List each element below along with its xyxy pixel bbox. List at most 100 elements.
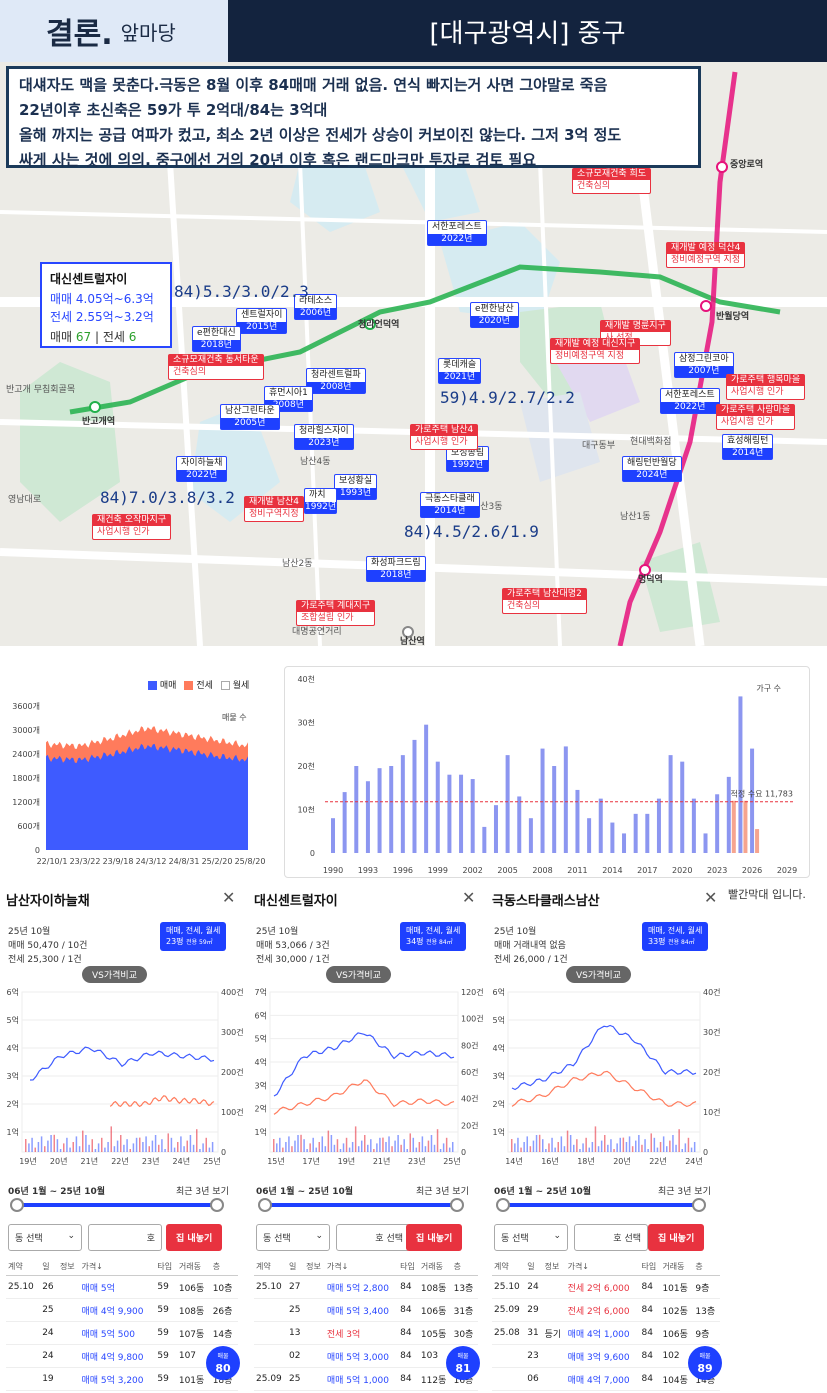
- date-range-slider[interactable]: [502, 1203, 702, 1207]
- complex-pin[interactable]: 서한포레스트 2022년: [427, 220, 487, 246]
- redevelopment-label[interactable]: 재개발 남산4 정비구역지정: [244, 496, 304, 522]
- complex-pin[interactable]: 휴먼시아1 2008년: [264, 386, 313, 412]
- complex-pin[interactable]: 보성황실 1993년: [334, 474, 378, 500]
- column-header[interactable]: 층: [451, 1258, 478, 1276]
- table-row[interactable]: 24 매매 4억 9,800 59 107: [6, 1344, 238, 1368]
- complex-pin[interactable]: 화성파크드림 2018년: [366, 556, 426, 582]
- complex-pin[interactable]: 극동스타클래 2014년: [420, 492, 480, 518]
- date-range-slider[interactable]: [264, 1203, 460, 1207]
- complex-pin[interactable]: e편한남산 2020년: [470, 302, 519, 328]
- table-row[interactable]: 25.09 29 전세 2억 6,000 84 102동 13층: [492, 1298, 720, 1322]
- station-jungangno[interactable]: 중앙로역: [730, 160, 764, 170]
- recent-3y-link[interactable]: 최근 3년 보기: [416, 1187, 469, 1197]
- redevelopment-label[interactable]: 가로주택 남산대명2 건축심의: [502, 588, 587, 614]
- column-header[interactable]: 가격↓: [324, 1258, 399, 1276]
- dong-select[interactable]: 동 선택 ⌄: [8, 1224, 82, 1251]
- redevelopment-label[interactable]: 가로주택 계대지구 조합설립 인가: [296, 600, 376, 626]
- vs-compare-button[interactable]: VS가격비교: [82, 966, 147, 983]
- complex-pin[interactable]: e편한대신 2018년: [192, 326, 241, 352]
- slider-end-handle[interactable]: [450, 1198, 464, 1212]
- table-row[interactable]: 24 매매 5억 500 59 107동 14층: [6, 1321, 238, 1345]
- complex-pin[interactable]: 효성해링턴 2014년: [722, 434, 774, 460]
- complex-pin[interactable]: 남산그린타운 2005년: [220, 404, 280, 430]
- ho-select[interactable]: 호 선택: [574, 1224, 648, 1251]
- redevelopment-label[interactable]: 재개발 예정 덕산4 정비예정구역 지정: [666, 242, 746, 268]
- close-icon[interactable]: ✕: [704, 888, 718, 907]
- slider-start-handle[interactable]: [10, 1198, 24, 1212]
- table-row[interactable]: 25 매매 5억 3,400 84 106동 31층: [254, 1298, 478, 1322]
- column-header[interactable]: 계약: [254, 1258, 287, 1276]
- column-header[interactable]: 계약: [6, 1258, 41, 1276]
- column-header[interactable]: 일: [40, 1258, 58, 1276]
- listing-count-badge[interactable]: 매물 81: [446, 1346, 480, 1380]
- column-header[interactable]: 일: [287, 1258, 305, 1276]
- column-header[interactable]: 가격↓: [79, 1258, 156, 1276]
- complex-pin[interactable]: 롯데캐슬 2021년: [438, 358, 482, 384]
- table-row[interactable]: 25 매매 4억 9,900 59 108동 26층: [6, 1298, 238, 1322]
- table-row[interactable]: 06 매매 4억 7,000 84 104동 14층: [492, 1367, 720, 1391]
- column-header[interactable]: 정보: [304, 1258, 325, 1276]
- list-home-button[interactable]: 집 내놓기: [648, 1224, 705, 1251]
- column-header[interactable]: 정보: [542, 1258, 566, 1276]
- list-home-button[interactable]: 집 내놓기: [166, 1224, 223, 1251]
- recent-3y-link[interactable]: 최근 3년 보기: [176, 1187, 229, 1197]
- ho-select[interactable]: 호: [88, 1224, 162, 1251]
- table-row[interactable]: 25.10 27 매매 5억 2,800 84 108동 13층: [254, 1275, 478, 1299]
- table-row[interactable]: 23 매매 3억 9,600 84 102: [492, 1344, 720, 1368]
- redevelopment-label[interactable]: 소규모재건축 희도 건축심의: [572, 168, 652, 194]
- listing-count-badge[interactable]: 매물 80: [206, 1346, 240, 1380]
- type-filter-button[interactable]: 매매, 전세, 월세 33평 전용 84㎡: [642, 922, 709, 951]
- column-header[interactable]: 일: [525, 1258, 543, 1276]
- column-header[interactable]: 거래동: [176, 1258, 211, 1276]
- dong-select[interactable]: 동 선택 ⌄: [256, 1224, 330, 1251]
- column-header[interactable]: 정보: [57, 1258, 80, 1276]
- column-header[interactable]: 타입: [398, 1258, 419, 1276]
- complex-pin[interactable]: 까치 1992년: [304, 488, 338, 514]
- complex-pin[interactable]: 해링턴반월당 2024년: [622, 456, 682, 482]
- column-header[interactable]: 거래동: [660, 1258, 694, 1276]
- column-header[interactable]: 층: [693, 1258, 720, 1276]
- column-header[interactable]: 거래동: [418, 1258, 452, 1276]
- recent-3y-link[interactable]: 최근 3년 보기: [658, 1187, 711, 1197]
- table-row[interactable]: 25.09 25 매매 5억 1,000 84 112동 16층: [254, 1367, 478, 1391]
- close-icon[interactable]: ✕: [222, 888, 236, 907]
- complex-pin[interactable]: 삼정그린코아 2007년: [674, 352, 734, 378]
- table-row[interactable]: 02 매매 5억 3,000 84 103: [254, 1344, 478, 1368]
- complex-pin[interactable]: 라테소스 2006년: [294, 294, 338, 320]
- date-range-slider[interactable]: [16, 1203, 220, 1207]
- table-row[interactable]: 13 전세 3억 84 105동 30층: [254, 1321, 478, 1345]
- close-icon[interactable]: ✕: [462, 888, 476, 907]
- complex-info-card[interactable]: 대신센트럴자이 매매 4.05억~6.3억 전세 2.55억~3.2억 매매 6…: [40, 262, 172, 348]
- redevelopment-label[interactable]: 가로주택 사랑마을 사업시행 인가: [716, 404, 796, 430]
- column-header[interactable]: 층: [210, 1258, 238, 1276]
- station-banwoldang[interactable]: 반월당역: [716, 312, 750, 322]
- redevelopment-label[interactable]: 재건축 오작마지구 사업시행 인가: [92, 514, 172, 540]
- redevelopment-label[interactable]: 재개발 예정 대신지구 정비예정구역 지정: [550, 338, 641, 364]
- column-header[interactable]: 타입: [155, 1258, 177, 1276]
- column-header[interactable]: 가격↓: [565, 1258, 640, 1276]
- complex-pin[interactable]: 보성송림 1992년: [446, 446, 490, 472]
- type-filter-button[interactable]: 매매, 전세, 월세 34평 전용 84㎡: [400, 922, 467, 951]
- column-header[interactable]: 계약: [492, 1258, 526, 1276]
- vs-compare-button[interactable]: VS가격비교: [566, 966, 631, 983]
- complex-pin[interactable]: 서한포레스트 2022년: [660, 388, 720, 414]
- type-filter-button[interactable]: 매매, 전세, 월세 23평 전용 59㎡: [160, 922, 227, 951]
- ho-select[interactable]: 호 선택: [336, 1224, 410, 1251]
- redevelopment-label[interactable]: 가로주택 행복마을 사업시행 인가: [726, 374, 806, 400]
- listing-count-badge[interactable]: 매물 89: [688, 1346, 722, 1380]
- table-row[interactable]: 19 매매 5억 3,200 59 101동 18층: [6, 1367, 238, 1391]
- slider-end-handle[interactable]: [692, 1198, 706, 1212]
- station-myeongdeok[interactable]: 명덕역: [638, 575, 663, 585]
- redevelopment-label[interactable]: 소규모재건축 동서타운 건축심의: [168, 354, 264, 380]
- station-bangogae[interactable]: 반고개역: [82, 417, 116, 427]
- vs-compare-button[interactable]: VS가격비교: [326, 966, 391, 983]
- complex-pin[interactable]: 청라센트럴파 2008년: [306, 368, 366, 394]
- station-cheongna[interactable]: 청라언덕역: [358, 320, 400, 330]
- table-row[interactable]: 25.08 31 등기 매매 4억 1,000 84 106동 9층: [492, 1321, 720, 1345]
- station-namsan[interactable]: 남산역: [400, 637, 425, 646]
- list-home-button[interactable]: 집 내놓기: [406, 1224, 463, 1251]
- complex-pin[interactable]: 센트럴자이 2015년: [236, 308, 288, 334]
- table-row[interactable]: 25.10 24 전세 2억 6,000 84 101동 9층: [492, 1275, 720, 1299]
- slider-start-handle[interactable]: [496, 1198, 510, 1212]
- slider-end-handle[interactable]: [210, 1198, 224, 1212]
